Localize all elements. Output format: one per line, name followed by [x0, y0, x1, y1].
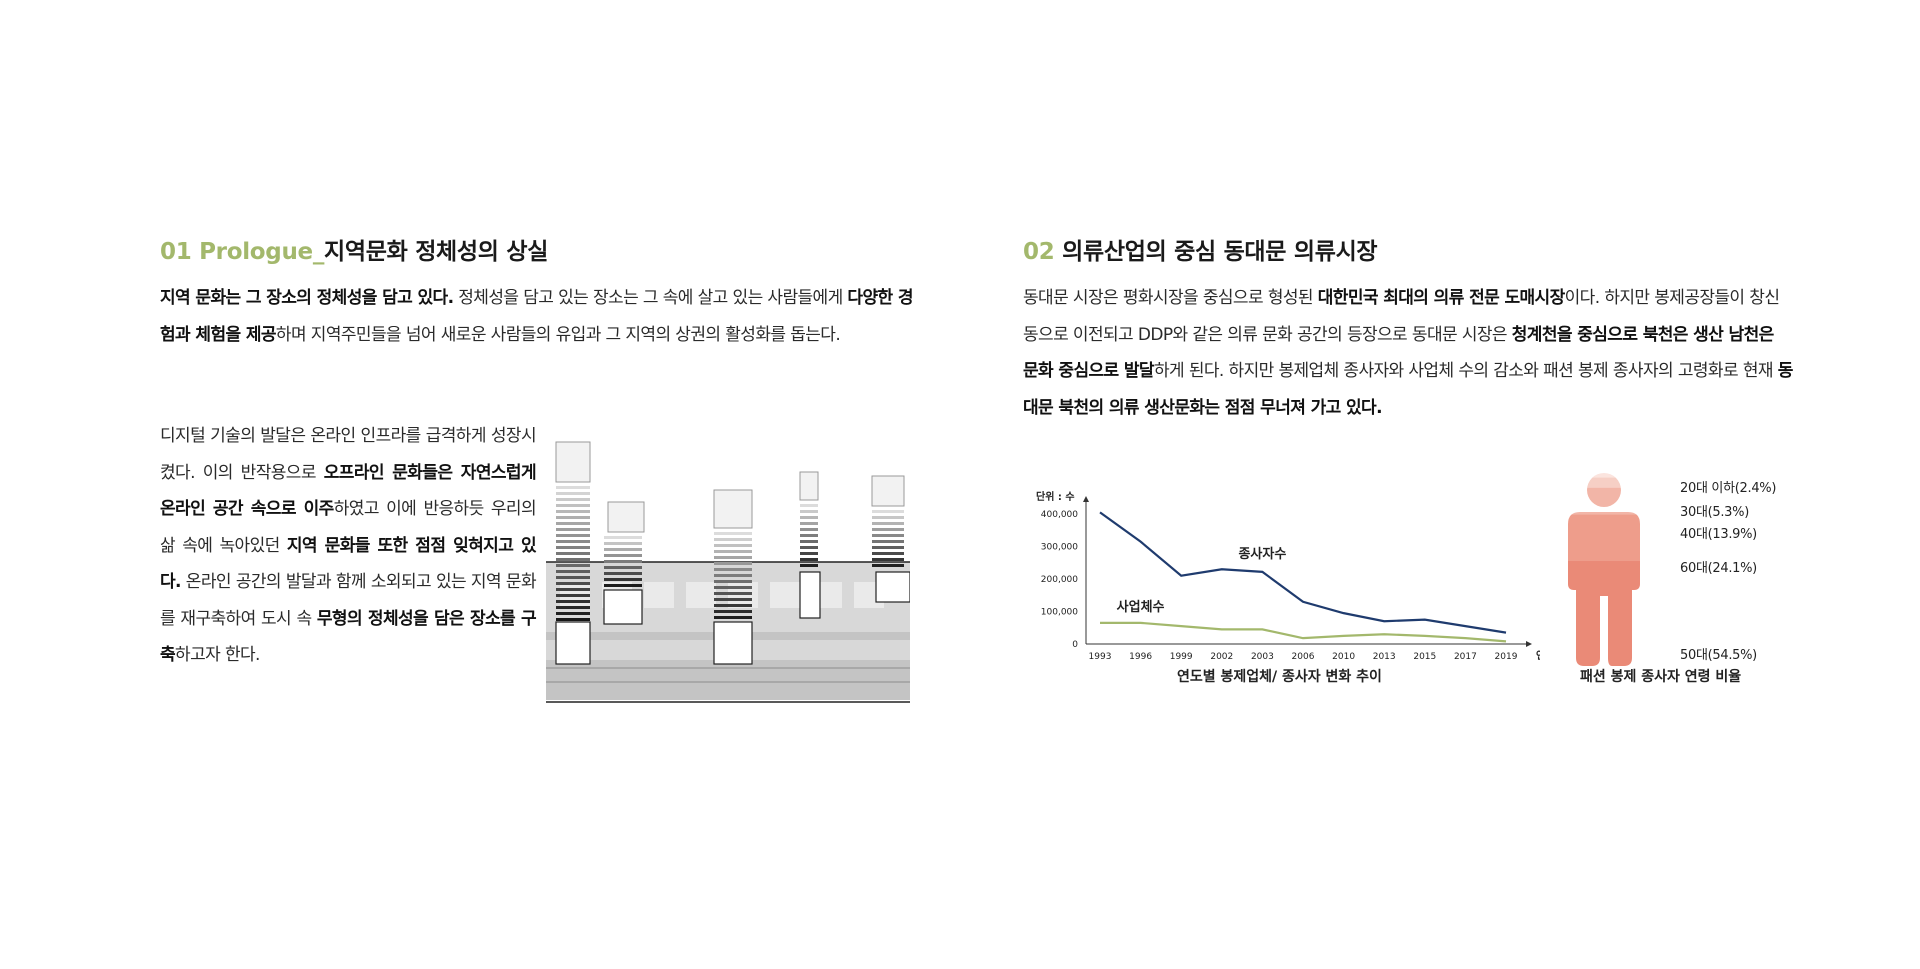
bold-text-run: 다양한 경험과 체험을 제공: [160, 288, 914, 345]
age-chart-title: 패션 봉제 종사자 연령 비율: [1580, 669, 1742, 685]
bold-text-run: 오프라인 문화들은 자연스럽게 온라인 공간 속으로 이주: [160, 462, 537, 520]
x-axis-label: 연도: [1536, 649, 1540, 662]
x-tick-label: 1996: [1129, 652, 1152, 662]
x-tick-label: 2015: [1413, 652, 1436, 662]
bold-text-run: 청계천을 중심으로 북천은 생산 남천은 문화 중심으로 발달: [1023, 324, 1774, 382]
text-run: 하게 된다. 하지만 봉제업체 종사자와 사업체 수의 감소와 패션 봉제 종사…: [1153, 361, 1778, 381]
age-band: [1568, 473, 1640, 479]
section1-heading-number: 01 Prologue_: [160, 239, 325, 265]
series-line-workers: [1099, 511, 1507, 634]
building-illustration: [546, 441, 910, 703]
age-label: 50대(54.5%): [1680, 648, 1757, 663]
age-label: 60대(24.1%): [1680, 561, 1757, 576]
age-band: [1568, 487, 1640, 516]
series-line-businesses: [1100, 621, 1507, 643]
line-chart: 단위 : 수 400,000 300,000 200,000 100,000 0 1993 1…: [1036, 490, 1540, 662]
y-tick-label: 300,000: [1041, 543, 1078, 553]
text-run: 디지털 기술의 발달은 온라인 인프라를 급격하게 성장시켰다. 이의 반작용으…: [160, 426, 537, 483]
y-tick-label: 0: [1072, 640, 1078, 650]
series-label: 종사자수: [1238, 546, 1286, 562]
y-axis-label: 단위 : 수: [1036, 490, 1075, 503]
text-run: 온라인 공간의 발달과 함께 소외되고 있는 지역 문화를 재구축하여 도시 속: [160, 572, 537, 629]
text-run: 이다. 하지만 봉제공장들이 창신동으로 이전되고 DDP와 같은 의류 문화 …: [1023, 288, 1780, 345]
section2-heading-number: 02: [1023, 239, 1055, 265]
text-run: 정체성을 담고 있는 장소는 그 속에 살고 있는 사람들에게: [453, 288, 848, 308]
section1-heading-title: 지역문화 정체성의 상실: [324, 239, 549, 265]
x-tick-label: 2002: [1210, 652, 1233, 662]
age-band: [1568, 561, 1640, 666]
section1-heading: 01 Prologue_지역문화 정체성의 상실: [160, 232, 548, 266]
x-tick-label: 2013: [1373, 652, 1396, 662]
age-label: 20대 이하(2.4%): [1680, 481, 1777, 496]
y-tick-label: 200,000: [1041, 575, 1078, 585]
x-tick-label: 1993: [1089, 652, 1112, 662]
text-run: 동대문 시장은 평화시장을 중심으로 형성된: [1023, 288, 1318, 308]
x-tick-label: 2006: [1292, 652, 1315, 662]
x-axis-arrow: [1526, 641, 1532, 647]
age-label: 40대(13.9%): [1680, 527, 1757, 542]
text-run: 하며 지역주민들을 넘어 새로운 사람들의 유입과 그 지역의 상권의 활성화를…: [275, 324, 841, 345]
bold-text-run: 무형의 정체성을 담은 장소를 구축: [160, 608, 537, 666]
section2-paragraph: 동대문 시장은 평화시장을 중심으로 형성된 대한민국 최대의 의류 전문 도매…: [1023, 280, 1793, 426]
section1-paragraph-intro: 지역 문화는 그 장소의 정체성을 담고 있다. 정체성을 담고 있는 장소는 …: [160, 280, 920, 353]
x-tick-label: 1999: [1170, 652, 1193, 662]
section2-heading-title: 의류산업의 중심 동대문 의류시장: [1054, 239, 1378, 265]
bold-text-run: 지역 문화들 또한 점점 잊혀지고 있다.: [160, 535, 537, 593]
y-tick-label: 400,000: [1041, 510, 1078, 520]
bold-text-run: 동대문 북천의 의류 생산문화는 점점 무너져 가고 있다.: [1023, 361, 1793, 418]
line-chart-title: 연도별 봉제업체/ 종사자 변화 추이: [1177, 669, 1382, 685]
x-tick-label: 2003: [1251, 652, 1274, 662]
y-tick-label: 100,000: [1041, 608, 1078, 618]
x-tick-label: 2010: [1332, 652, 1355, 662]
age-label: 30대(5.3%): [1680, 505, 1749, 520]
text-run: 하고자 한다.: [175, 645, 260, 665]
section1-paragraph-digital: 디지털 기술의 발달은 온라인 인프라를 급격하게 성장시켰다. 이의 반작용으…: [160, 418, 537, 674]
bold-text-run: 지역 문화는 그 장소의 정체성을 담고 있다.: [160, 288, 454, 308]
x-tick-label: 2019: [1495, 652, 1518, 662]
bold-text-run: 대한민국 최대의 의류 전문 도매시장: [1317, 288, 1565, 308]
age-band: [1568, 514, 1640, 562]
text-run: 하였고 이에 반응하듯 우리의 삶 속에 녹아있던: [160, 499, 537, 556]
age-band: [1568, 477, 1640, 489]
age-ratio-chart: [1568, 473, 1640, 666]
x-tick-label: 2017: [1454, 652, 1477, 662]
series-label: 사업체수: [1117, 599, 1165, 615]
y-axis-arrow: [1083, 496, 1089, 502]
section2-heading: 02 의류산업의 중심 동대문 의류시장: [1023, 232, 1378, 266]
